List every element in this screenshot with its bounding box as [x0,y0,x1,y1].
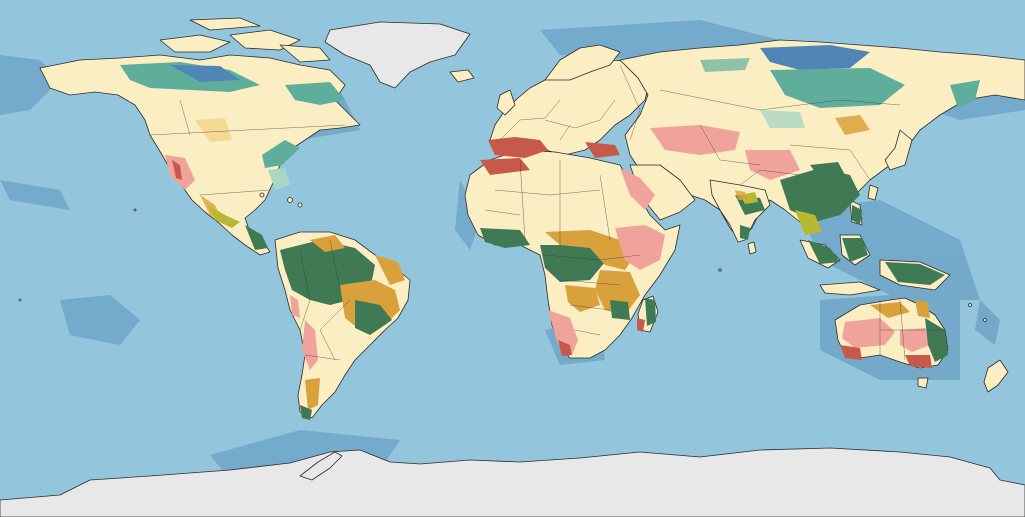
small-islands [18,192,987,322]
country-borders [149,64,945,361]
tasmania [917,377,929,389]
new-zealand [983,359,1009,393]
arctic-islands [159,17,331,63]
sri-lanka [747,241,757,255]
biome-regions [120,45,980,420]
greenland [324,21,471,89]
british-isles [496,89,516,116]
scandinavia [544,44,621,81]
antarctic-peninsula [299,451,343,481]
east-asian-islands [867,129,913,201]
antarctica [0,447,1025,517]
iceland [449,69,475,83]
